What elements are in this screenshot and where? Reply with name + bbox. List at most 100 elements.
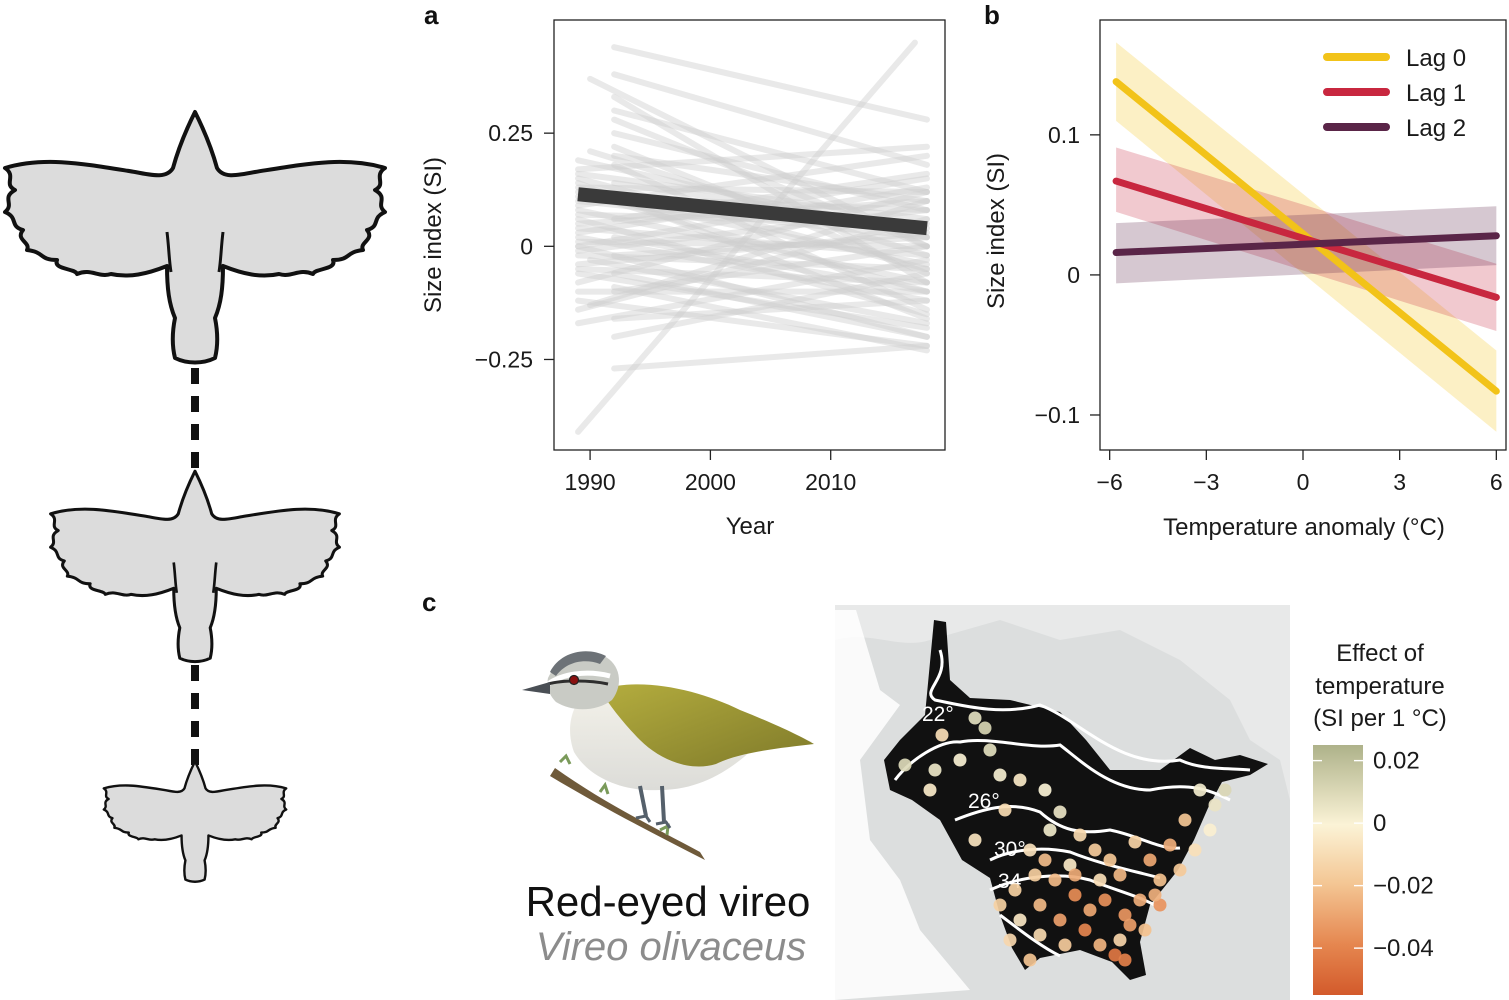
species-trend-line xyxy=(575,256,930,327)
map-site-point xyxy=(1098,893,1112,907)
map-site-point xyxy=(898,758,912,772)
map-site-point xyxy=(983,743,997,757)
map-site-point xyxy=(1073,828,1087,842)
map-site-point xyxy=(1133,893,1147,907)
map-site-point xyxy=(1013,773,1027,787)
isotherm-label-26: 26° xyxy=(968,790,1000,813)
bird-silhouette-large-icon xyxy=(3,110,387,365)
map-site-point xyxy=(1153,873,1167,887)
species-trend-line xyxy=(587,256,930,327)
map-site-point xyxy=(928,763,942,777)
map-site-point xyxy=(968,711,982,725)
x-tick-label: −3 xyxy=(1193,469,1219,495)
map-sites xyxy=(898,711,1232,967)
map-site-point xyxy=(1123,918,1137,932)
branch xyxy=(550,768,705,860)
x-tick-label: 1990 xyxy=(565,469,616,495)
map-site-point xyxy=(1118,908,1132,922)
panel-a-ylabel: Size index (SI) xyxy=(420,157,447,313)
species-trend-line xyxy=(611,44,930,123)
map-site-point xyxy=(968,833,982,847)
x-tick-label: 0 xyxy=(1297,469,1310,495)
map-site-point xyxy=(1028,868,1042,882)
species-trend-line xyxy=(575,270,930,331)
map-site-point xyxy=(993,768,1007,782)
map-site-point xyxy=(1118,953,1132,967)
panel-c: c Red-eyed vireo Vireo olivaceus xyxy=(422,587,1447,1000)
map-site-point xyxy=(1163,838,1177,852)
map-site-point xyxy=(1068,868,1082,882)
species-trend-line xyxy=(575,229,930,268)
species-trend-line xyxy=(611,161,930,313)
isotherm-label-30: 30° xyxy=(994,838,1026,861)
map-site-point xyxy=(1138,923,1152,937)
species-trend-line xyxy=(611,234,930,295)
map-site-point xyxy=(1153,898,1167,912)
map-site-point xyxy=(935,728,949,742)
species-trend-line xyxy=(575,297,930,349)
y-tick-label: 0 xyxy=(520,233,533,259)
legend-label: Lag 2 xyxy=(1406,115,1466,142)
series-line-1 xyxy=(1112,177,1500,301)
bird-silhouette-small-icon xyxy=(102,760,288,883)
map-site-point xyxy=(978,721,992,735)
colorbar-gradient xyxy=(1313,745,1363,995)
map-site-point xyxy=(1058,938,1072,952)
species-trend-line xyxy=(611,342,930,372)
map-site-point xyxy=(1053,913,1067,927)
map-site-point xyxy=(1208,798,1222,812)
map-site-point xyxy=(1083,903,1097,917)
map-site-point xyxy=(1063,858,1077,872)
species-scientific-name: Vireo olivaceus xyxy=(536,925,807,969)
map-site-point xyxy=(1008,883,1022,897)
y-tick-label: 0.25 xyxy=(488,120,533,146)
colorbar-tick-label: −0.04 xyxy=(1373,935,1434,962)
panel-a-letter: a xyxy=(424,0,439,30)
map-site-point xyxy=(1043,823,1057,837)
map-site-point xyxy=(1128,835,1142,849)
species-trend-line xyxy=(575,225,930,259)
species-trend-line xyxy=(611,234,930,259)
y-tick-label: 0.1 xyxy=(1048,122,1080,148)
colorbar-title-line-2: temperature xyxy=(1315,673,1444,700)
map-site-point xyxy=(1038,853,1052,867)
species-trend-line xyxy=(611,270,930,340)
panel-b-letter: b xyxy=(984,0,1000,30)
species-trend-line xyxy=(575,207,930,286)
species-trend-line xyxy=(575,170,930,223)
map-site-point xyxy=(1093,873,1107,887)
species-trend-line xyxy=(611,270,930,340)
panel-b-plot-area xyxy=(1112,42,1500,432)
species-trend-line xyxy=(611,243,930,295)
species-trend-line xyxy=(575,238,930,250)
map-site-point xyxy=(1193,783,1207,797)
map-site-point xyxy=(1023,953,1037,967)
colorbar-title-line-3: (SI per 1 °C) xyxy=(1313,705,1447,732)
map-site-point xyxy=(1173,863,1187,877)
north-america-map: 22° 26° 30° 34 xyxy=(835,605,1290,1000)
species-trend-line xyxy=(575,252,930,272)
panel-c-letter: c xyxy=(422,587,436,617)
effect-colorbar: Effect of temperature (SI per 1 °C) 0.02… xyxy=(1313,640,1447,995)
x-tick-label: 6 xyxy=(1490,469,1503,495)
map-site-point xyxy=(953,753,967,767)
map-site-point xyxy=(1033,898,1047,912)
bird-silhouette-medium-icon xyxy=(49,469,341,664)
x-tick-label: 2000 xyxy=(685,469,736,495)
panel-b-axes: −6 −3 0 3 6 −0.1 0 0.1 xyxy=(1035,122,1503,495)
species-trend-line xyxy=(611,107,930,195)
species-trend-line xyxy=(575,216,930,313)
species-trend-line xyxy=(611,170,930,223)
mean-trend-line xyxy=(577,187,928,236)
map-site-point xyxy=(1148,888,1162,902)
map-site-point xyxy=(1023,843,1037,857)
map-site-point xyxy=(1088,843,1102,857)
series-line-2 xyxy=(1112,232,1500,257)
map-site-point xyxy=(1178,813,1192,827)
map-site-point xyxy=(1103,853,1117,867)
map-site-point xyxy=(1113,933,1127,947)
x-tick-label: −6 xyxy=(1097,469,1123,495)
panel-a-axes: 1990 2000 2010 −0.25 0 0.25 xyxy=(475,120,856,495)
map-site-point xyxy=(1218,783,1232,797)
